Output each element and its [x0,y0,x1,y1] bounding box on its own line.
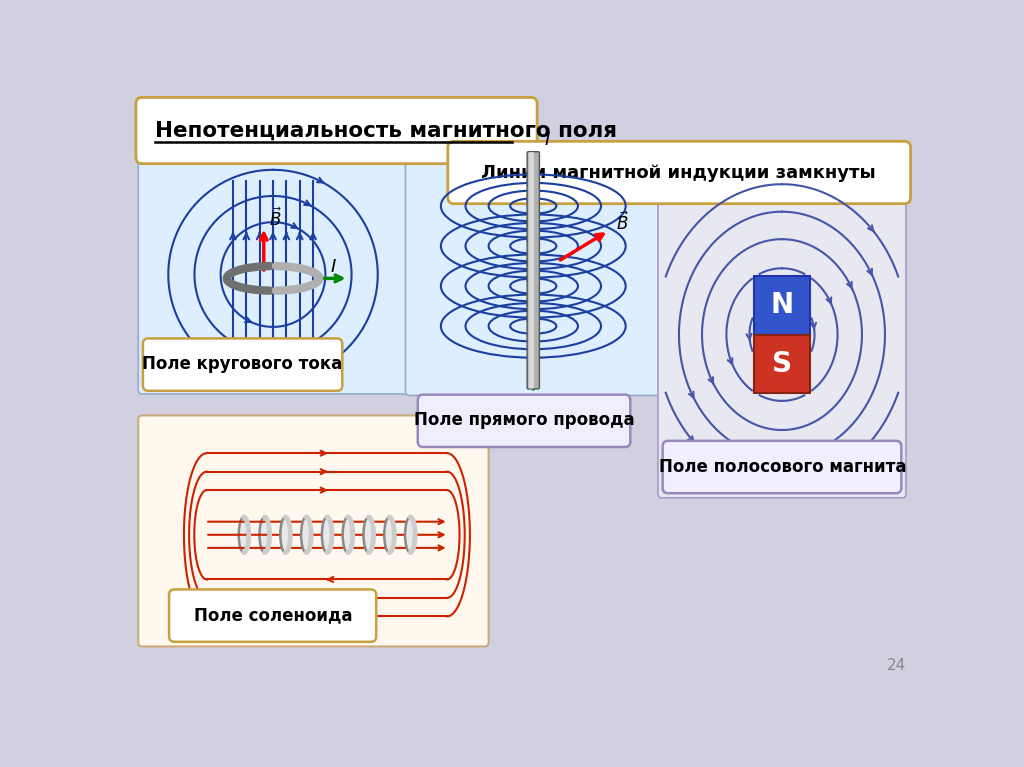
Text: $I$: $I$ [330,258,337,276]
Text: Поле полосового магнита: Поле полосового магнита [658,458,906,476]
Bar [755,276,810,334]
FancyBboxPatch shape [136,97,538,163]
FancyBboxPatch shape [418,395,631,447]
FancyBboxPatch shape [527,152,540,389]
Text: Поле соленоида: Поле соленоида [194,606,352,624]
Text: Поле прямого провода: Поле прямого провода [414,411,634,430]
FancyBboxPatch shape [447,141,910,204]
FancyBboxPatch shape [138,416,488,647]
FancyBboxPatch shape [126,87,924,687]
FancyBboxPatch shape [663,441,901,493]
FancyBboxPatch shape [658,173,906,498]
Text: N: N [770,291,794,319]
Text: 24: 24 [887,658,906,673]
Text: S: S [772,350,792,378]
Ellipse shape [384,517,394,552]
FancyBboxPatch shape [406,150,662,396]
FancyBboxPatch shape [169,590,376,642]
Ellipse shape [259,517,269,552]
FancyBboxPatch shape [528,152,535,389]
Ellipse shape [343,517,352,552]
Bar [755,334,810,393]
Ellipse shape [322,517,332,552]
FancyBboxPatch shape [143,338,342,391]
Ellipse shape [406,517,415,552]
Text: Поле кругового тока: Поле кругового тока [142,355,343,374]
Ellipse shape [364,517,374,552]
Text: Непотенциальность магнитного поля: Непотенциальность магнитного поля [156,120,617,140]
Text: $\vec{B}$: $\vec{B}$ [269,208,283,230]
Ellipse shape [301,517,311,552]
Text: Линии магнитной индукции замкнуты: Линии магнитной индукции замкнуты [481,163,877,182]
Ellipse shape [239,517,249,552]
Ellipse shape [281,517,291,552]
Text: $I$: $I$ [544,131,551,149]
FancyBboxPatch shape [138,159,435,394]
Text: $\vec{B}$: $\vec{B}$ [616,212,630,234]
